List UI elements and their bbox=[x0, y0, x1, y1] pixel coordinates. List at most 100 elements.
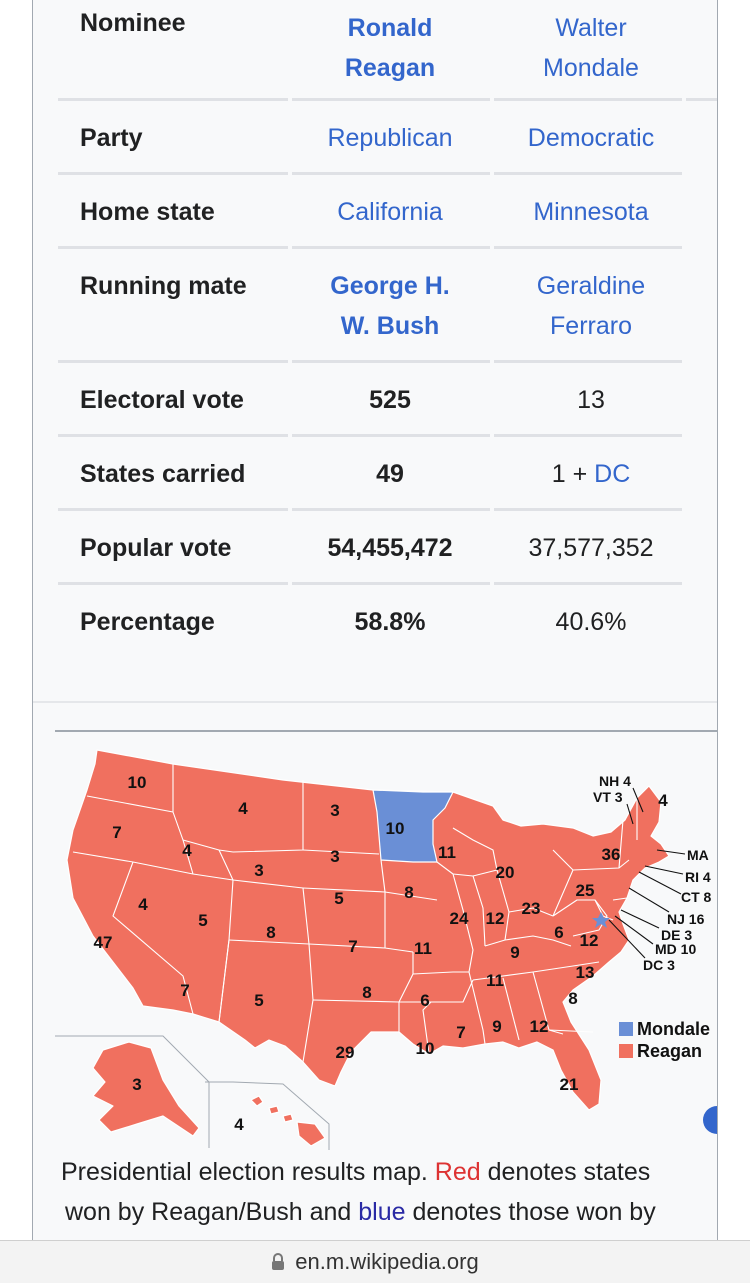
state-label-ky: 9 bbox=[510, 943, 519, 962]
browser-url-bar[interactable]: en.m.wikipedia.org bbox=[0, 1240, 750, 1283]
row-nominee: Nominee Ronald Reagan Walter Mondale bbox=[58, 8, 717, 88]
callout-md: MD 10 bbox=[655, 941, 696, 957]
mondale-nominee-link[interactable]: Walter Mondale bbox=[543, 14, 639, 82]
callout-nh: NH 4 bbox=[599, 773, 631, 789]
dc-star-icon bbox=[592, 912, 610, 928]
callout-labels: NH 4 VT 3 MA RI 4 CT 8 NJ 16 DE 3 MD 10 … bbox=[593, 773, 712, 973]
caption-text: denotes states bbox=[480, 1158, 651, 1186]
state-label-wy: 3 bbox=[254, 861, 263, 880]
state-label-wi: 11 bbox=[438, 843, 456, 862]
state-label-ca: 47 bbox=[94, 933, 113, 952]
state-label-ar: 6 bbox=[420, 991, 429, 1010]
state-label-tn: 11 bbox=[486, 971, 504, 990]
state-label-pa: 25 bbox=[576, 881, 595, 900]
state-label-in: 12 bbox=[486, 909, 505, 928]
state-label-va: 12 bbox=[580, 931, 599, 950]
electoral-map[interactable]: 1074744435785335782910811610112420122391… bbox=[33, 740, 718, 1152]
row-label: Home state bbox=[80, 198, 215, 226]
row-percentage: Percentage 58.8% 40.6% bbox=[58, 604, 717, 640]
reagan-landmass bbox=[66, 749, 670, 1111]
state-label-la: 10 bbox=[416, 1039, 435, 1058]
callout-vt: VT 3 bbox=[593, 789, 623, 805]
caption-text: denotes those won by bbox=[405, 1198, 656, 1226]
state-label-al: 9 bbox=[492, 1017, 501, 1036]
caption-text: Presidential election results map. bbox=[61, 1158, 435, 1186]
row-label: Nominee bbox=[80, 9, 186, 37]
state-label-nd: 3 bbox=[330, 801, 339, 820]
row-running-mate: Running mate George H. W. Bush Geraldine… bbox=[58, 266, 717, 346]
state-label-ia: 8 bbox=[404, 883, 413, 902]
row-party: Party Republican Democratic bbox=[58, 120, 717, 156]
map-caption: Presidential election results map. Red d… bbox=[61, 1152, 717, 1232]
mondale-electoral-vote: 13 bbox=[577, 386, 605, 414]
state-label-fl: 21 bbox=[560, 1075, 579, 1094]
caption-blue: blue bbox=[358, 1198, 406, 1226]
reagan-popular-vote: 54,455,472 bbox=[327, 534, 453, 562]
callout-lines bbox=[608, 787, 686, 959]
callout-nj: NJ 16 bbox=[667, 911, 705, 927]
state-label-me: 4 bbox=[658, 791, 668, 810]
state-label-id: 4 bbox=[182, 841, 192, 860]
state-label-nv: 4 bbox=[138, 895, 148, 914]
state-label-il: 24 bbox=[450, 909, 469, 928]
reagan-nominee-link[interactable]: Ronald Reagan bbox=[344, 14, 436, 82]
state-label-wa: 10 bbox=[128, 773, 147, 792]
republican-link[interactable]: Republican bbox=[327, 124, 453, 152]
minnesota-state bbox=[372, 789, 454, 863]
state-label-nm: 5 bbox=[254, 991, 263, 1010]
reagan-states-carried: 49 bbox=[376, 460, 404, 488]
state-label-sc: 8 bbox=[568, 989, 577, 1008]
callout-ma: MA bbox=[687, 847, 709, 863]
minnesota-link[interactable]: Minnesota bbox=[533, 198, 649, 226]
globe-icon bbox=[703, 1106, 717, 1134]
ferraro-link[interactable]: Geraldine Ferraro bbox=[536, 272, 646, 340]
row-electoral-vote: Electoral vote 525 13 bbox=[58, 382, 717, 418]
reagan-percentage: 58.8% bbox=[354, 608, 426, 636]
map-legend: Mondale Reagan bbox=[619, 1019, 710, 1061]
state-label-ne: 5 bbox=[334, 889, 343, 908]
state-label-mn: 10 bbox=[386, 819, 405, 838]
state-label-or: 7 bbox=[112, 823, 121, 842]
state-label-ut: 5 bbox=[198, 911, 207, 930]
bush-link[interactable]: George H. W. Bush bbox=[330, 272, 450, 340]
state-label-ms: 7 bbox=[456, 1023, 465, 1042]
hawaii-state bbox=[250, 1095, 326, 1147]
state-label-ks: 7 bbox=[348, 937, 357, 956]
dc-link[interactable]: DC bbox=[594, 460, 631, 488]
alaska-state bbox=[92, 1041, 200, 1137]
caption-red: Red bbox=[434, 1158, 481, 1186]
row-label: Running mate bbox=[80, 272, 247, 300]
row-popular-vote: Popular vote 54,455,472 37,577,352 bbox=[58, 530, 717, 566]
legend-mondale: Mondale bbox=[637, 1019, 710, 1039]
row-label: Popular vote bbox=[80, 534, 232, 562]
state-label-oh: 23 bbox=[522, 899, 541, 918]
state-borders bbox=[72, 764, 638, 1063]
state-label-sd: 3 bbox=[330, 847, 339, 866]
state-label-mi: 20 bbox=[496, 863, 515, 882]
row-label: Party bbox=[80, 124, 143, 152]
states-count: 1 + bbox=[551, 460, 595, 488]
callout-dc: DC 3 bbox=[643, 957, 675, 973]
california-link[interactable]: California bbox=[337, 198, 443, 226]
state-label-hi: 4 bbox=[234, 1115, 244, 1134]
mondale-percentage: 40.6% bbox=[555, 608, 627, 636]
callout-ct: CT 8 bbox=[681, 889, 712, 905]
row-home-state: Home state California Minnesota bbox=[58, 194, 717, 230]
url-text: en.m.wikipedia.org bbox=[295, 1249, 479, 1274]
state-label-co: 8 bbox=[266, 923, 275, 942]
row-label: Electoral vote bbox=[80, 386, 244, 414]
democratic-link[interactable]: Democratic bbox=[527, 124, 655, 152]
reagan-electoral-vote: 525 bbox=[369, 386, 411, 414]
state-label-az: 7 bbox=[180, 981, 189, 1000]
state-label-tx: 29 bbox=[336, 1043, 355, 1062]
section-divider bbox=[33, 701, 717, 703]
state-label-ak: 3 bbox=[132, 1075, 141, 1094]
row-states-carried: States carried 49 1 + DC bbox=[58, 456, 717, 492]
caption-text: won by Reagan/Bush and bbox=[65, 1198, 359, 1226]
state-label-ny: 36 bbox=[602, 845, 621, 864]
row-label: Percentage bbox=[80, 608, 215, 636]
state-label-layer: 1074744435785335782910811610112420122391… bbox=[94, 773, 669, 1134]
state-label-ok: 8 bbox=[362, 983, 371, 1002]
mondale-states-carried: 1 + DC bbox=[494, 456, 688, 492]
mondale-popular-vote: 37,577,352 bbox=[528, 534, 654, 562]
